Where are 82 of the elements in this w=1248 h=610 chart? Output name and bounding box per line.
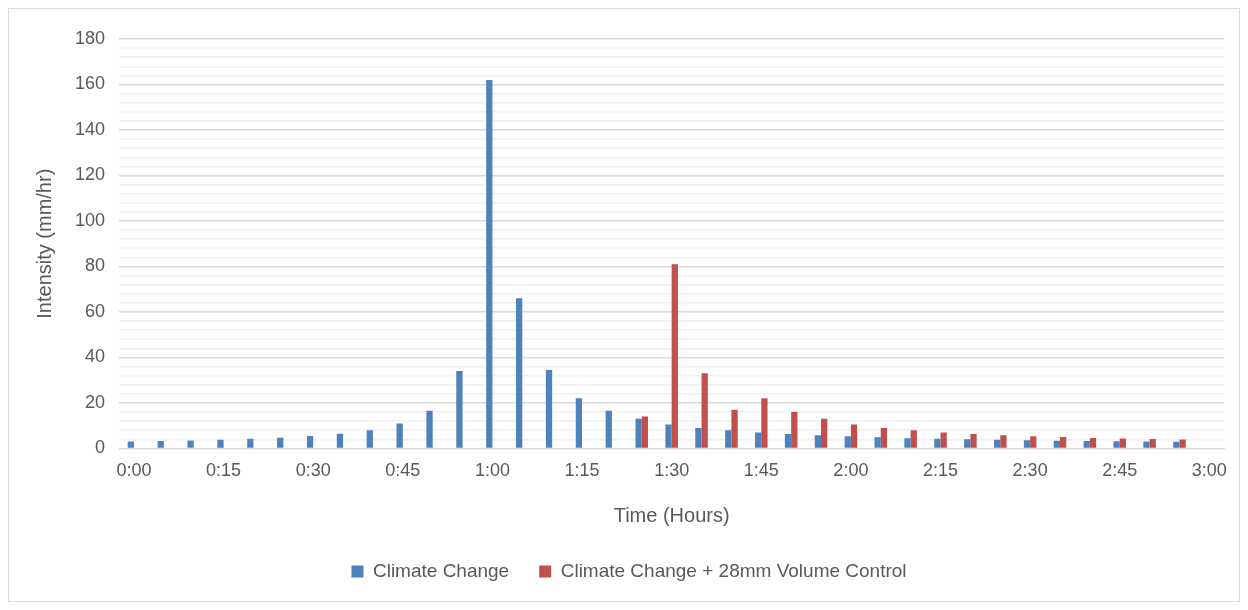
bar	[1053, 440, 1060, 448]
x-tick-label: 2:00	[833, 460, 869, 481]
x-tick-label: 0:00	[116, 460, 152, 481]
y-tick-label: 40	[85, 346, 106, 367]
y-tick-label: 180	[74, 27, 106, 48]
y-tick-label: 60	[85, 300, 106, 321]
bar	[791, 412, 798, 448]
bar	[456, 371, 463, 448]
bar	[1023, 440, 1031, 448]
x-tick-label: 0:45	[385, 460, 421, 481]
x-tick-label: 1:15	[564, 460, 600, 481]
y-tick-label: 0	[95, 437, 106, 458]
bar	[575, 398, 583, 448]
bar	[277, 437, 284, 448]
bar	[545, 369, 553, 448]
bar	[1030, 436, 1037, 448]
bar	[731, 409, 738, 448]
x-tick-label: 0:15	[206, 460, 242, 481]
bar	[486, 79, 493, 448]
bar	[1149, 439, 1156, 448]
x-tick-label: 2:30	[1012, 460, 1048, 481]
bar	[366, 430, 373, 448]
bar	[725, 430, 732, 448]
bar	[217, 439, 224, 448]
bar	[127, 441, 134, 448]
bar	[336, 433, 344, 448]
y-tick-label: 100	[74, 209, 106, 230]
x-tick-label: 1:00	[474, 460, 510, 481]
bar	[844, 436, 851, 448]
bar	[641, 416, 649, 448]
bar	[247, 438, 254, 448]
bar	[904, 438, 911, 448]
bar	[306, 436, 314, 448]
y-tick-label: 160	[74, 73, 106, 94]
bar	[761, 398, 768, 448]
bar	[970, 434, 977, 448]
bar	[635, 418, 642, 448]
bar	[784, 434, 792, 448]
bar	[1119, 438, 1127, 448]
x-tick-label: 2:45	[1102, 460, 1138, 481]
x-tick-label: 3:00	[1191, 460, 1227, 481]
bar	[396, 423, 403, 448]
bar	[605, 410, 612, 448]
bar	[516, 298, 523, 448]
bar	[755, 432, 762, 448]
bar	[1143, 441, 1150, 448]
bar	[157, 441, 164, 448]
legend-label: Climate Change	[372, 559, 510, 581]
bar	[910, 430, 917, 448]
bar	[1000, 435, 1007, 448]
x-tick-label: 2:15	[922, 460, 959, 481]
x-tick-label: 0:30	[295, 460, 331, 481]
bar	[1059, 437, 1067, 448]
bar	[665, 424, 672, 448]
bar	[671, 264, 678, 448]
bar	[934, 438, 941, 448]
bar	[1113, 441, 1120, 448]
bar	[814, 435, 822, 448]
bar	[1083, 441, 1090, 448]
bar	[821, 418, 828, 448]
bar	[874, 437, 881, 448]
bar	[880, 427, 888, 448]
bar	[1173, 441, 1180, 448]
bar	[993, 439, 1001, 448]
x-tick-label: 1:45	[743, 460, 779, 481]
bar	[964, 439, 971, 448]
y-tick-label: 120	[74, 164, 106, 185]
bar	[701, 373, 708, 448]
legend-label: Climate Change + 28mm Volume Control	[560, 559, 907, 581]
y-axis-title: Intensity (mm/hr)	[32, 168, 55, 319]
bar	[1089, 437, 1097, 448]
bar	[426, 410, 433, 448]
bar	[695, 427, 702, 448]
bar	[850, 424, 858, 448]
bar	[1179, 439, 1186, 448]
bar	[940, 432, 947, 448]
x-tick-label: 1:30	[654, 460, 690, 481]
y-tick-label: 20	[85, 391, 106, 412]
y-tick-label: 140	[74, 118, 106, 139]
y-tick-label: 80	[85, 255, 106, 276]
x-axis-title: Time (Hours)	[613, 503, 730, 526]
bar	[187, 440, 194, 448]
